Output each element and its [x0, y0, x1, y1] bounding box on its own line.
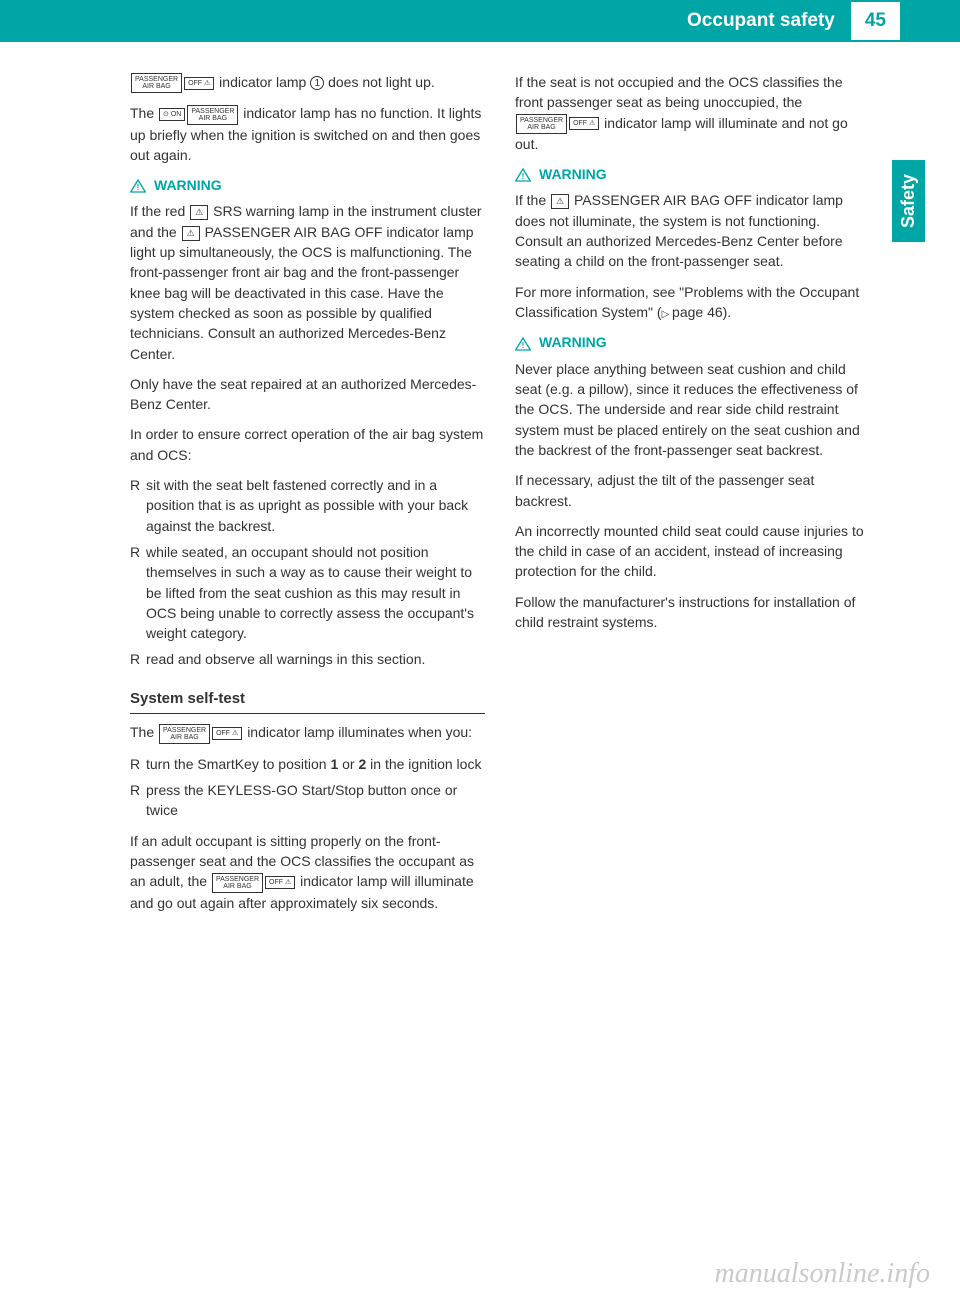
text: does not light up.	[328, 74, 435, 90]
passenger-airbag-icon: PASSENGERAIR BAG	[187, 105, 238, 125]
paragraph: Follow the manufacturer's instructions f…	[515, 592, 870, 633]
warning-label: WARNING	[539, 164, 607, 184]
watermark: manualsonline.info	[715, 1258, 930, 1290]
callout-1-icon: 1	[310, 76, 324, 90]
warning-label: WARNING	[154, 175, 222, 195]
text: If the seat is not occupied and the OCS …	[515, 74, 843, 110]
bullet-list: sit with the seat belt fastened correctl…	[130, 475, 485, 670]
warning-header: ! WARNING	[515, 164, 870, 184]
text: indicator lamp illuminates when you:	[247, 724, 472, 740]
airbag-off-icon: ⚠	[182, 226, 200, 241]
text: in the ignition lock	[366, 756, 481, 772]
warning-label: WARNING	[539, 332, 607, 352]
header-bar: Occupant safety 45	[0, 0, 960, 42]
warning-triangle-icon: !	[515, 336, 531, 350]
paragraph: The PASSENGERAIR BAGOFF ⚠ indicator lamp…	[130, 722, 485, 743]
paragraph: If the red ⚠ SRS warning lamp in the ins…	[130, 201, 485, 363]
off-icon: OFF ⚠	[265, 876, 295, 889]
paragraph: If the seat is not occupied and the OCS …	[515, 72, 870, 154]
bullet-list: turn the SmartKey to position 1 or 2 in …	[130, 754, 485, 821]
svg-text:!: !	[522, 172, 525, 181]
text: If the	[515, 192, 550, 208]
side-tab-safety: Safety	[892, 160, 925, 242]
warning-header: ! WARNING	[515, 332, 870, 352]
off-icon: OFF ⚠	[184, 77, 214, 90]
off-icon: OFF ⚠	[212, 727, 242, 740]
left-column: PASSENGERAIR BAGOFF ⚠ indicator lamp 1 d…	[130, 72, 485, 923]
header-title: Occupant safety	[687, 10, 835, 32]
content-area: PASSENGERAIR BAGOFF ⚠ indicator lamp 1 d…	[0, 42, 960, 943]
text: turn the SmartKey to position	[146, 756, 330, 772]
paragraph: PASSENGERAIR BAGOFF ⚠ indicator lamp 1 d…	[130, 72, 485, 93]
text: The	[130, 105, 158, 121]
list-item: sit with the seat belt fastened correctl…	[130, 475, 485, 536]
text: The	[130, 724, 158, 740]
warning-header: ! WARNING	[130, 175, 485, 195]
passenger-airbag-icon: PASSENGERAIR BAG	[131, 73, 182, 93]
passenger-airbag-icon: PASSENGERAIR BAG	[159, 724, 210, 744]
paragraph: If an adult occupant is sitting properly…	[130, 831, 485, 913]
paragraph: Never place anything between seat cushio…	[515, 359, 870, 460]
warning-triangle-icon: !	[130, 178, 146, 192]
list-item: while seated, an occupant should not pos…	[130, 542, 485, 643]
list-item: turn the SmartKey to position 1 or 2 in …	[130, 754, 485, 774]
text: PASSENGER AIR BAG OFF indicator lamp lig…	[130, 224, 474, 362]
paragraph: In order to ensure correct operation of …	[130, 424, 485, 465]
paragraph: If the ⚠ PASSENGER AIR BAG OFF indicator…	[515, 190, 870, 271]
section-heading: System self-test	[130, 688, 485, 715]
page-number: 45	[851, 2, 900, 40]
passenger-airbag-icon: PASSENGERAIR BAG	[516, 114, 567, 134]
svg-text:!: !	[522, 341, 525, 350]
right-column: If the seat is not occupied and the OCS …	[515, 72, 870, 923]
airbag-off-icon: ⚠	[551, 194, 569, 209]
paragraph: For more information, see "Problems with…	[515, 282, 870, 323]
list-item: press the KEYLESS-GO Start/Stop button o…	[130, 780, 485, 821]
text: If the red	[130, 203, 189, 219]
text: or	[338, 756, 358, 772]
passenger-airbag-icon: PASSENGERAIR BAG	[212, 873, 263, 893]
off-icon: OFF ⚠	[569, 117, 599, 130]
paragraph: The ⊙ ONPASSENGERAIR BAG indicator lamp …	[130, 103, 485, 165]
paragraph: Only have the seat repaired at an author…	[130, 374, 485, 415]
srs-icon: ⚠	[190, 205, 208, 220]
text: indicator lamp	[219, 74, 310, 90]
warning-triangle-icon: !	[515, 167, 531, 181]
svg-text:!: !	[137, 183, 140, 192]
list-item: read and observe all warnings in this se…	[130, 649, 485, 669]
on-icon: ⊙ ON	[159, 108, 185, 121]
page-reference: page 46).	[662, 304, 732, 320]
paragraph: An incorrectly mounted child seat could …	[515, 521, 870, 582]
paragraph: If necessary, adjust the tilt of the pas…	[515, 470, 870, 511]
